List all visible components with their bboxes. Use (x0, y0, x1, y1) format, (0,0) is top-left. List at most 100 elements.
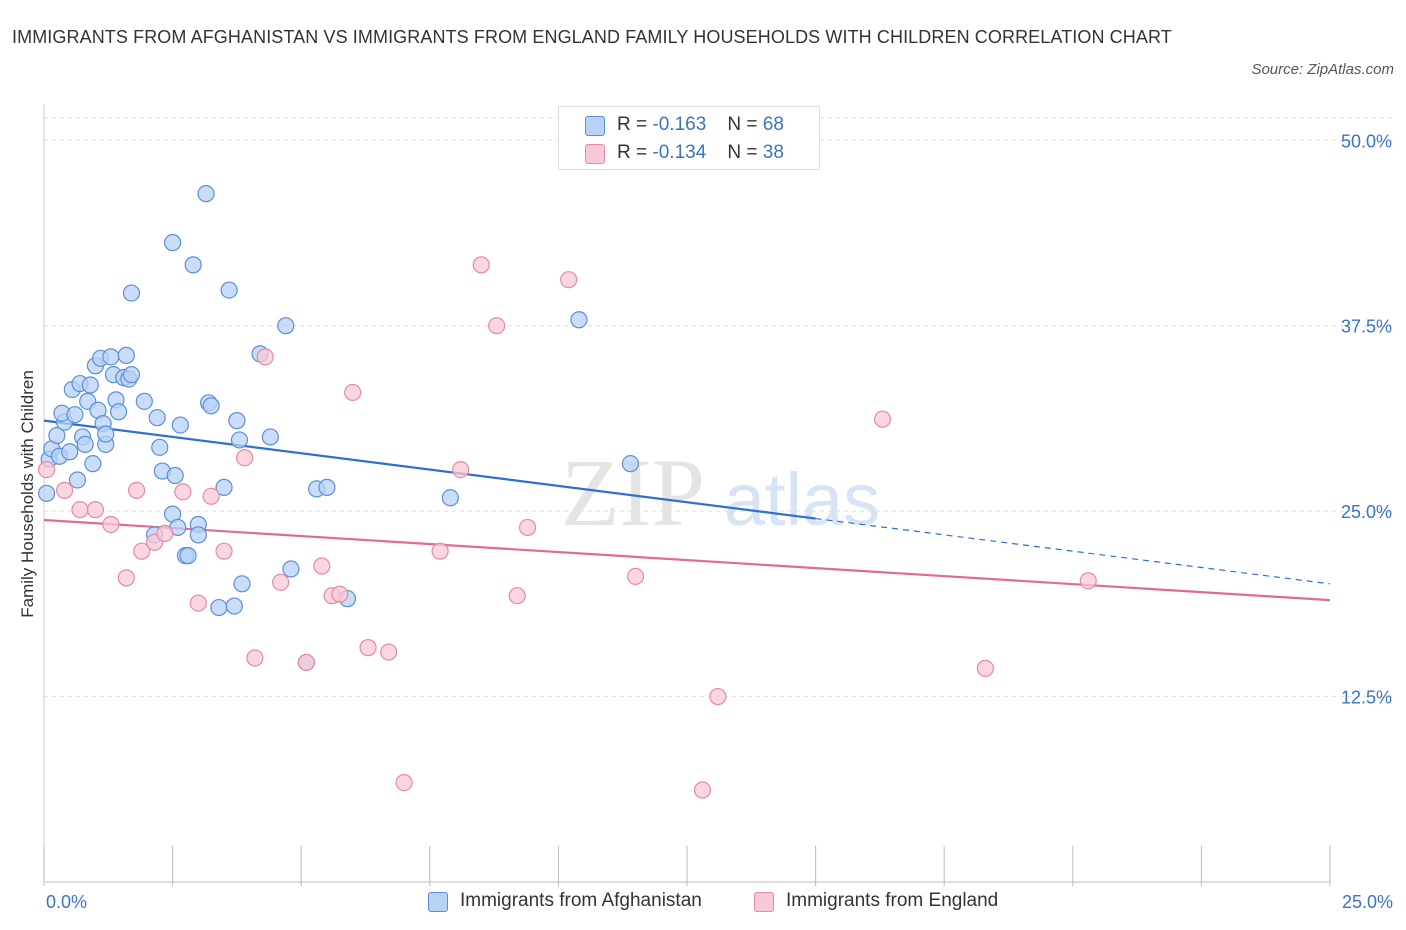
data-point-england (472, 256, 490, 274)
data-point-england (256, 348, 274, 366)
data-point-england (508, 587, 526, 605)
y-tick-label: 25.0% (1341, 502, 1392, 522)
data-point-england (431, 542, 449, 560)
data-point-england (709, 687, 727, 706)
data-point-england (117, 569, 135, 587)
data-point-afghanistan (225, 597, 243, 615)
watermark-atlas: atlas (724, 458, 880, 541)
data-point-england (272, 573, 290, 591)
data-point-england (488, 317, 506, 335)
data-point-afghanistan (184, 256, 202, 274)
data-point-england (55, 481, 74, 499)
data-point-afghanistan (233, 575, 251, 593)
legend-n-label: N = (727, 114, 758, 135)
data-point-england (560, 271, 578, 289)
data-point-england (189, 594, 207, 612)
correlation-legend: R = -0.163 N = 68 R = -0.134 N = 38 (558, 106, 820, 170)
data-point-afghanistan (66, 406, 84, 424)
data-point-england (215, 542, 233, 560)
data-point-england (452, 460, 470, 479)
legend-swatch-afghanistan (585, 116, 605, 136)
legend-n-label: N = (727, 142, 758, 163)
data-point-afghanistan (220, 281, 238, 299)
data-point-afghanistan (210, 598, 228, 617)
data-point-afghanistan (230, 431, 249, 449)
data-point-afghanistan (441, 489, 459, 507)
data-point-afghanistan (117, 346, 135, 364)
chart-title: IMMIGRANTS FROM AFGHANISTAN VS IMMIGRANT… (12, 27, 1172, 47)
data-point-england (102, 515, 120, 534)
data-point-england (331, 585, 349, 603)
trend-lines (43, 419, 1331, 602)
x-tick-label: 25.0% (1342, 892, 1393, 912)
legend-swatch-england (585, 144, 605, 164)
data-point-afghanistan (277, 317, 295, 335)
data-point-afghanistan (202, 397, 220, 415)
data-point-afghanistan (570, 311, 588, 329)
data-point-england (359, 639, 377, 657)
data-point-england (380, 643, 398, 661)
data-point-england (174, 483, 192, 501)
data-point-england (395, 774, 413, 792)
data-point-afghanistan (151, 438, 169, 456)
legend-r-value-afghanistan: -0.163 (652, 114, 707, 135)
data-point-afghanistan (197, 185, 215, 203)
legend-r-value-england: -0.134 (652, 142, 707, 163)
data-point-afghanistan (228, 412, 246, 430)
data-point-afghanistan (109, 403, 128, 421)
series-label-afghanistan: Immigrants from Afghanistan (460, 890, 702, 911)
data-point-england (297, 653, 315, 672)
trend-line-afghanistan (43, 419, 816, 520)
data-point-afghanistan (76, 435, 94, 453)
source-label: Source: ZipAtlas.com (1251, 61, 1394, 78)
data-point-afghanistan (215, 478, 233, 496)
data-point-afghanistan (171, 416, 189, 434)
data-point-afghanistan (166, 466, 184, 485)
data-point-england (976, 659, 994, 677)
series-swatch-england (754, 892, 774, 912)
data-point-afghanistan (48, 426, 66, 445)
data-point-england (693, 781, 712, 799)
data-point-afghanistan (179, 547, 197, 565)
data-point-england (246, 649, 264, 667)
data-point-england (236, 449, 254, 467)
grid-lines (44, 117, 1395, 698)
data-point-england (127, 481, 146, 499)
data-point-afghanistan (97, 425, 115, 443)
watermark: ZIP atlas (561, 439, 880, 546)
data-point-afghanistan (282, 560, 300, 578)
trend-line-afghanistan-extension (815, 517, 1331, 585)
data-point-afghanistan (164, 234, 182, 252)
data-point-england (71, 501, 89, 519)
y-tick-label: 12.5% (1341, 688, 1392, 708)
tick-labels: 12.5% 25.0% 37.5% 50.0% 0.0% 25.0% (46, 131, 1393, 912)
y-axis-label: Family Households with Children (18, 370, 37, 618)
data-point-afghanistan (122, 284, 141, 302)
legend-r-label: R = (617, 142, 648, 163)
y-tick-label: 37.5% (1341, 317, 1392, 337)
data-points (37, 185, 1097, 799)
legend-n-value-afghanistan: 68 (762, 114, 784, 135)
x-tick-label: 0.0% (46, 892, 87, 912)
legend-r-label: R = (617, 114, 648, 135)
data-point-england (518, 518, 537, 537)
trend-line-england (43, 518, 1331, 602)
data-point-england (156, 524, 174, 542)
data-point-afghanistan (148, 409, 166, 427)
data-point-afghanistan (37, 484, 56, 502)
data-point-england (873, 410, 892, 428)
data-point-afghanistan (135, 392, 153, 410)
data-point-england (202, 487, 220, 505)
data-point-england (1079, 572, 1097, 590)
data-point-afghanistan (102, 348, 120, 366)
data-point-afghanistan (621, 455, 640, 473)
data-point-afghanistan (81, 376, 99, 394)
data-point-england (313, 557, 331, 575)
data-point-afghanistan (84, 455, 102, 473)
data-point-afghanistan (68, 471, 87, 489)
data-point-afghanistan (189, 526, 207, 544)
data-point-england (626, 567, 645, 586)
watermark-zip: ZIP (561, 439, 705, 546)
data-point-afghanistan (318, 478, 336, 496)
